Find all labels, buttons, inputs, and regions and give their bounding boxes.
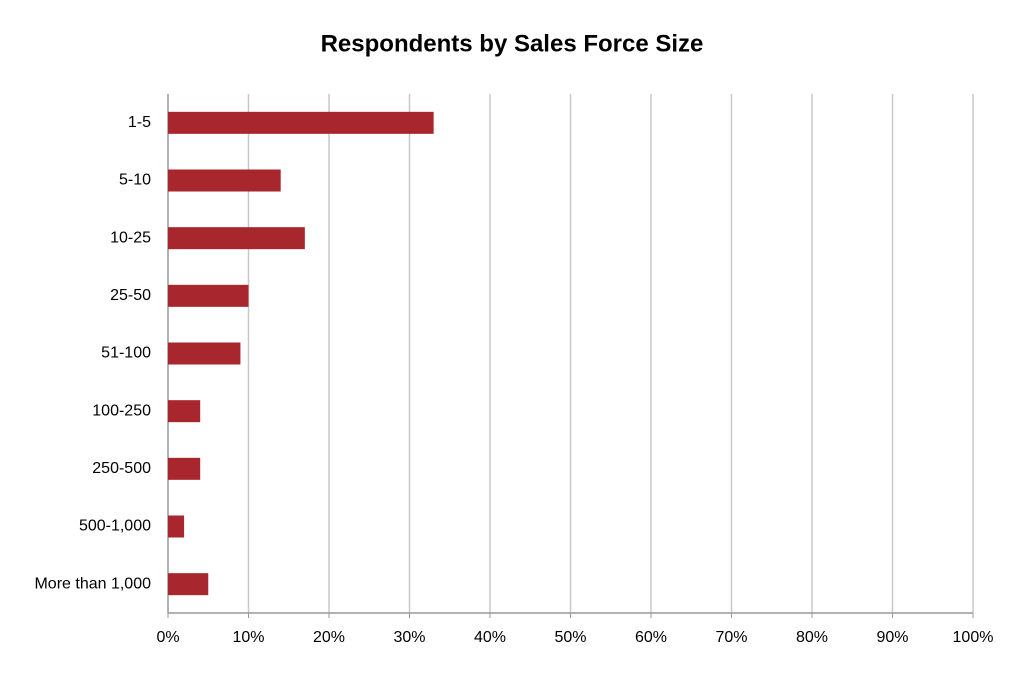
y-tick-label: 5-10 [119,172,151,189]
y-tick-label: 500-1,000 [79,518,151,535]
x-tick-label: 60% [635,629,667,646]
x-tick-label: 10% [232,629,264,646]
y-tick-label: 1-5 [128,114,151,131]
x-tick-label: 20% [313,629,345,646]
bar [168,515,185,538]
x-tick-label: 30% [393,629,425,646]
x-tick-label: 100% [953,629,994,646]
x-tick-label: 70% [715,629,747,646]
x-tick-label: 50% [554,629,586,646]
bar [168,111,434,134]
y-tick-label: More than 1,000 [34,575,151,592]
bar [168,227,305,250]
y-tick-label: 10-25 [110,229,151,246]
chart-title: Respondents by Sales Force Size [321,30,704,57]
x-tick-label: 0% [156,629,179,646]
y-tick-label: 25-50 [110,287,151,304]
bar [168,457,201,480]
y-tick-label: 51-100 [101,345,151,362]
bar [168,400,201,423]
bar [168,284,249,307]
bar [168,342,241,365]
y-tick-label: 250-500 [92,460,151,477]
bar [168,573,209,596]
x-tick-label: 80% [796,629,828,646]
x-tick-label: 40% [474,629,506,646]
y-tick-label: 100-250 [92,402,151,419]
bar [168,169,281,192]
x-tick-label: 90% [876,629,908,646]
